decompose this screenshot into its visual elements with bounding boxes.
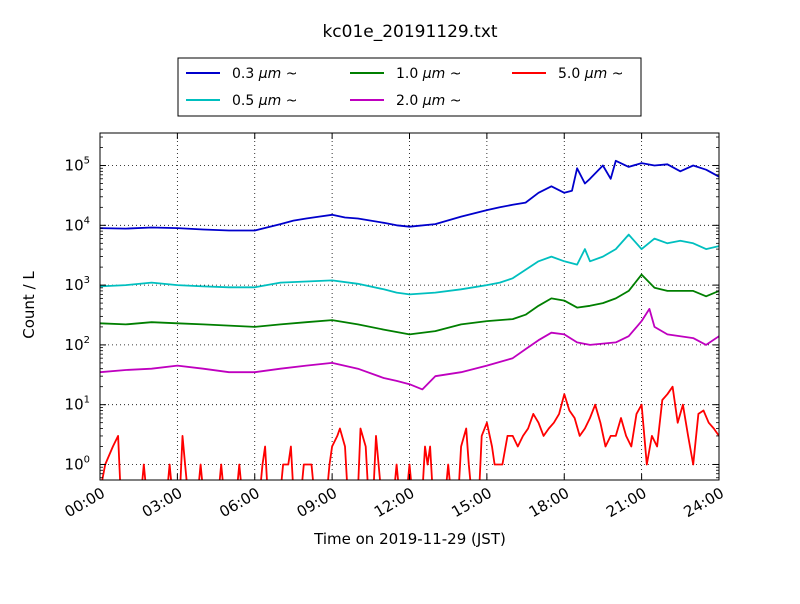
y-tick-label: 105 <box>65 156 90 175</box>
y-axis-label: Count / L <box>20 271 38 339</box>
legend-entry: 0.3 μm ~ <box>232 66 297 82</box>
chart-title: kc01e_20191129.txt <box>322 22 497 42</box>
y-tick-label: 100 <box>65 454 90 473</box>
series-line-0-5 <box>100 233 719 296</box>
legend-entry: 0.5 μm ~ <box>232 93 297 109</box>
x-tick-label: 09:00 <box>294 484 340 521</box>
y-tick-label: 101 <box>65 395 90 414</box>
axis-ticks: 00:00 03:00 06:00 09:00 12:00 15:00 18:00 21:00… <box>62 133 727 521</box>
x-tick-label: 03:00 <box>139 484 185 521</box>
legend-box <box>177 57 642 117</box>
legend-entry: 1.0 μm ~ <box>396 66 461 82</box>
y-tick-label: 102 <box>65 335 90 354</box>
y-tick-label: 104 <box>65 215 90 234</box>
x-axis-label: Time on 2019-11-29 (JST) <box>313 530 506 548</box>
y-tick-label: 103 <box>65 275 90 294</box>
x-tick-label: 12:00 <box>371 484 417 521</box>
plot-area <box>100 159 719 480</box>
x-tick-label: 15:00 <box>448 484 494 521</box>
x-tick-label: 00:00 <box>62 484 108 521</box>
legend-entry: 2.0 μm ~ <box>396 93 461 109</box>
x-tick-label: 06:00 <box>216 484 262 521</box>
series-line-5-0 <box>101 385 719 480</box>
x-tick-label: 21:00 <box>603 484 649 521</box>
legend: 0.3 μm ~ 0.5 μm ~ 1.0 μm ~ 2.0 μm ~ 5.0 μm ~ <box>177 57 642 117</box>
series-line-0-3 <box>100 159 719 232</box>
x-tick-label: 24:00 <box>681 484 727 521</box>
grid <box>100 133 719 480</box>
series-line-2-0 <box>100 307 719 391</box>
legend-entry: 5.0 μm ~ <box>558 66 623 82</box>
series-line-1-0 <box>100 273 719 336</box>
x-tick-label: 18:00 <box>526 484 572 521</box>
